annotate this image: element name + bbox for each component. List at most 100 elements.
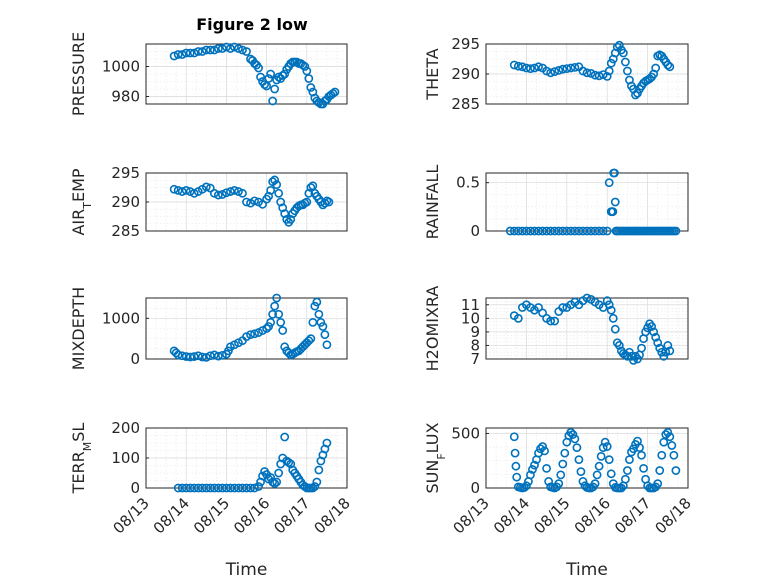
data-point — [625, 455, 634, 465]
data-point — [560, 448, 570, 458]
data-point — [250, 196, 259, 206]
data-point — [209, 350, 219, 360]
data-point — [550, 67, 560, 76]
data-point — [230, 483, 239, 493]
data-point — [657, 450, 667, 460]
data-point — [173, 50, 183, 59]
data-point — [201, 352, 211, 362]
data-point — [300, 482, 310, 491]
data-point — [631, 90, 640, 100]
data-point — [540, 446, 549, 456]
data-point — [266, 69, 276, 79]
data-point — [284, 348, 294, 358]
data-point — [234, 187, 243, 196]
data-point — [254, 63, 263, 73]
data-point — [242, 483, 251, 493]
data-point — [594, 461, 604, 471]
data-point — [633, 88, 642, 98]
data-point — [314, 465, 324, 475]
data-point — [663, 427, 673, 437]
data-point — [513, 61, 523, 71]
y-axis-label: H2OMIXRA — [423, 286, 442, 372]
data-point — [639, 463, 648, 473]
data-point — [544, 477, 554, 486]
data-point — [226, 187, 235, 196]
data-point — [637, 343, 646, 353]
data-point — [574, 455, 584, 465]
data-point — [246, 483, 255, 493]
data-point — [667, 441, 677, 450]
data-point — [250, 329, 259, 339]
data-point — [270, 175, 280, 185]
data-point — [284, 458, 294, 467]
data-point — [530, 460, 539, 470]
data-point — [185, 483, 195, 493]
y-tick-label: 0 — [470, 479, 480, 497]
data-point — [266, 473, 276, 482]
data-point — [528, 465, 537, 474]
data-point — [268, 96, 278, 106]
data-point — [550, 226, 560, 236]
x-tick-label: 08/15 — [530, 494, 573, 537]
data-point — [614, 40, 624, 50]
y-tick-label: 290 — [111, 193, 140, 211]
data-series — [169, 42, 340, 109]
data-point — [234, 483, 243, 493]
data-point — [242, 197, 251, 207]
data-point — [554, 66, 564, 75]
data-point — [264, 74, 274, 83]
data-point — [173, 350, 183, 360]
data-point — [566, 427, 576, 437]
data-point — [213, 483, 223, 493]
data-point — [566, 226, 576, 236]
data-point — [620, 57, 630, 67]
y-tick-label: 980 — [111, 88, 140, 106]
data-point — [234, 44, 243, 53]
data-point — [322, 340, 332, 350]
data-point — [314, 309, 324, 319]
data-point — [306, 83, 316, 92]
data-point — [530, 226, 539, 236]
data-point — [610, 168, 619, 178]
data-point — [582, 226, 592, 236]
data-point — [647, 322, 657, 331]
data-point — [653, 338, 663, 348]
data-point — [268, 309, 278, 319]
y-tick-label: 500 — [451, 424, 480, 442]
data-point — [562, 226, 572, 236]
data-point — [629, 444, 638, 454]
data-point — [623, 66, 632, 76]
axes-border — [145, 297, 348, 360]
data-point — [181, 352, 191, 361]
subplot-3: 0 0.5 RAINFALL — [423, 165, 689, 240]
data-point — [522, 226, 531, 236]
data-point — [651, 63, 661, 73]
data-point — [659, 437, 669, 447]
data-point — [566, 63, 576, 73]
data-point — [600, 437, 610, 447]
x-tick-label: 08/13 — [450, 494, 493, 537]
data-point — [201, 483, 211, 493]
y-tick-label: 8 — [470, 336, 480, 354]
data-point — [526, 226, 535, 236]
y-tick-label: 0 — [130, 479, 140, 497]
data-point — [197, 483, 207, 493]
y-tick-label: 11 — [461, 296, 480, 314]
data-series — [173, 432, 332, 493]
subplot-6: 0 100 200 TERRMSL 08/1308/1408/1508/1608/170… — [69, 419, 354, 580]
data-point — [266, 317, 276, 327]
data-point — [201, 45, 211, 55]
axes-border — [145, 172, 348, 232]
data-point — [308, 181, 318, 191]
data-point — [582, 68, 592, 78]
data-point — [205, 483, 215, 493]
x-tick-label: 08/17 — [611, 494, 654, 537]
y-tick-label: 0 — [470, 222, 480, 240]
y-tick-label: 10 — [461, 309, 480, 327]
x-tick-label: 08/14 — [150, 494, 193, 537]
data-point — [213, 351, 223, 361]
data-point — [205, 351, 215, 361]
data-point — [209, 483, 219, 493]
